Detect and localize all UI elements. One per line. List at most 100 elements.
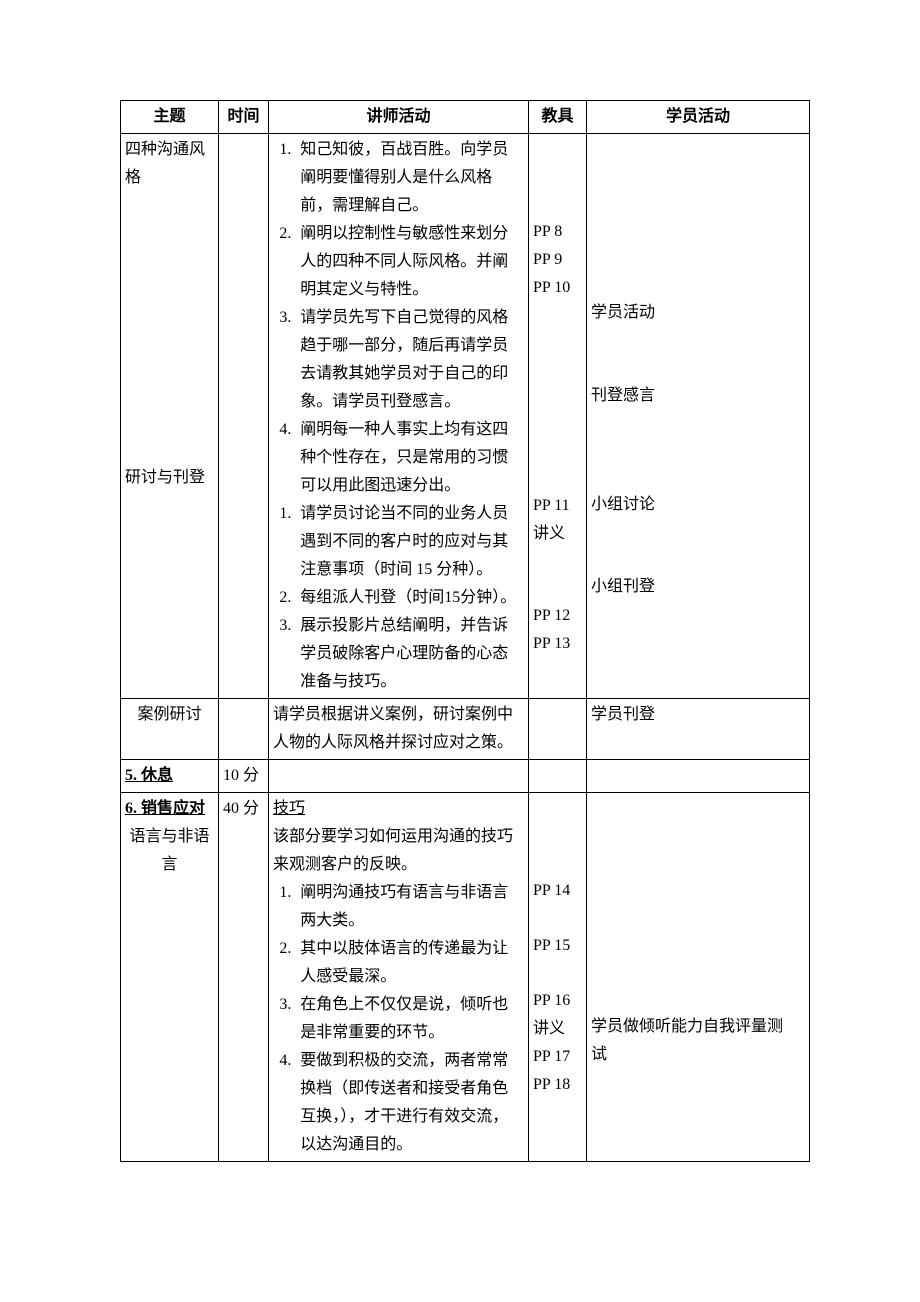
header-row: 主题 时间 讲师活动 教具 学员活动 — [121, 101, 810, 134]
table-row: 6. 销售应对语言与非语言40 分技巧该部分要学习如何运用沟通的技巧来观测客户的… — [121, 793, 810, 1162]
topic-label: 语言与非语 — [125, 823, 214, 851]
topic-label: 研讨与刊登 — [125, 464, 214, 492]
topic-label: 言 — [125, 851, 214, 879]
table-row: 四种沟通风格研讨与刊登知己知彼，百战百胜。向学员阐明要懂得别人是什么风格前，需理… — [121, 134, 810, 699]
tools-text: PP 17 — [533, 1043, 582, 1071]
student-text: 试 — [591, 1041, 805, 1069]
spacer — [533, 136, 582, 163]
cell-time: 10 分 — [219, 760, 269, 793]
student-text: 小组刊登 — [591, 573, 805, 601]
tools-text: PP 8 — [533, 218, 582, 246]
instructor-item: 每组派人刊登（时间15分钟）。 — [295, 584, 524, 612]
instructor-list: 请学员讨论当不同的业务人员遇到不同的客户时的应对与其注意事项（时间 15 分种）… — [273, 500, 524, 696]
spacer — [125, 246, 214, 273]
spacer — [533, 410, 582, 437]
header-time: 时间 — [219, 101, 269, 134]
cell-tools — [529, 699, 587, 760]
spacer — [591, 218, 805, 245]
tools-text: 讲义 — [533, 1015, 582, 1043]
spacer — [591, 904, 805, 931]
cell-topic: 案例研讨 — [121, 699, 219, 760]
student-text: 学员活动 — [591, 299, 805, 327]
spacer — [591, 272, 805, 299]
cell-tools: PP 8PP 9PP 10 PP 11讲义 PP 12PP 13 — [529, 134, 587, 699]
cell-tools: PP 14PP 15PP 16讲义PP 17PP 18 — [529, 793, 587, 1162]
spacer — [591, 190, 805, 217]
spacer — [591, 931, 805, 958]
spacer — [533, 356, 582, 383]
tools-text: PP 11 — [533, 492, 582, 520]
instructor-list: 知己知彼，百战百胜。向学员阐明要懂得别人是什么风格前，需理解自己。阐明以控制性与… — [273, 136, 524, 500]
cell-topic: 6. 销售应对语言与非语言 — [121, 793, 219, 1162]
instructor-text: 请学员根据讲义案例，研讨案例中人物的人际风格并探讨应对之策。 — [273, 701, 524, 757]
instructor-intro: 该部分要学习如何运用沟通的技巧来观测客户的反映。 — [273, 823, 524, 879]
spacer — [591, 163, 805, 190]
tools-text: 讲义 — [533, 520, 582, 548]
spacer — [125, 382, 214, 409]
instructor-heading: 技巧 — [273, 795, 524, 823]
spacer — [125, 328, 214, 355]
instructor-item: 请学员讨论当不同的业务人员遇到不同的客户时的应对与其注意事项（时间 15 分种）… — [295, 500, 524, 584]
spacer — [125, 219, 214, 246]
spacer — [533, 548, 582, 575]
spacer — [591, 437, 805, 464]
cell-time — [219, 134, 269, 699]
document-page: 主题 时间 讲师活动 教具 学员活动 四种沟通风格研讨与刊登知己知彼，百战百胜。… — [0, 0, 920, 1222]
spacer — [125, 410, 214, 437]
tools-text: PP 10 — [533, 274, 582, 302]
cell-student: 学员刊登 — [587, 699, 810, 760]
cell-topic: 四种沟通风格研讨与刊登 — [121, 134, 219, 699]
spacer — [533, 383, 582, 410]
topic-label: 6. 销售应对 — [125, 795, 214, 823]
spacer — [591, 136, 805, 163]
cell-topic: 5. 休息 — [121, 760, 219, 793]
spacer — [533, 163, 582, 190]
table-row: 案例研讨 请学员根据讲义案例，研讨案例中人物的人际风格并探讨应对之策。 学员刊登 — [121, 699, 810, 760]
student-text: 学员做倾听能力自我评量测 — [591, 1013, 805, 1041]
spacer — [533, 905, 582, 932]
cell-student: 学员活动刊登感言小组讨论小组刊登 — [587, 134, 810, 699]
topic-label: 格 — [125, 164, 214, 192]
instructor-item: 阐明每一种人事实上均有这四种个性存在，只是常用的习惯可以用此图迅速分出。 — [295, 416, 524, 500]
time-text: 10 分 — [223, 762, 264, 790]
time-text: 40 分 — [223, 795, 264, 823]
topic-label: 四种沟通风 — [125, 136, 214, 164]
header-topic: 主题 — [121, 101, 219, 134]
topic-label: 5. 休息 — [125, 762, 214, 790]
instructor-item: 要做到积极的交流，两者常常换档（即传送者和接受者角色互换，），才干进行有效交流，… — [295, 1047, 524, 1159]
instructor-item: 知己知彼，百战百胜。向学员阐明要懂得别人是什么风格前，需理解自己。 — [295, 136, 524, 220]
instructor-item: 阐明以控制性与敏感性来划分人的四种不同人际风格。并阐明其定义与特性。 — [295, 220, 524, 304]
topic-label: 案例研讨 — [125, 701, 214, 729]
instructor-item: 展示投影片总结阐明，并告诉学员破除客户心理防备的心态准备与技巧。 — [295, 612, 524, 696]
cell-instructor: 技巧该部分要学习如何运用沟通的技巧来观测客户的反映。阐明沟通技巧有语言与非语言两… — [269, 793, 529, 1162]
spacer — [591, 245, 805, 272]
tools-text: PP 13 — [533, 630, 582, 658]
spacer — [591, 877, 805, 904]
spacer — [591, 849, 805, 876]
instructor-item: 请学员先写下自己觉得的风格趋于哪一部分，随后再请学员去请教其她学员对于自己的印象… — [295, 304, 524, 416]
spacer — [591, 327, 805, 354]
header-student: 学员活动 — [587, 101, 810, 134]
spacer — [125, 437, 214, 464]
tools-text: PP 12 — [533, 602, 582, 630]
spacer — [125, 274, 214, 301]
header-instructor: 讲师活动 — [269, 101, 529, 134]
cell-time: 40 分 — [219, 793, 269, 1162]
spacer — [591, 354, 805, 381]
cell-student — [587, 760, 810, 793]
spacer — [533, 329, 582, 356]
table-body: 四种沟通风格研讨与刊登知己知彼，百战百胜。向学员阐明要懂得别人是什么风格前，需理… — [121, 134, 810, 1162]
cell-instructor: 知己知彼，百战百胜。向学员阐明要懂得别人是什么风格前，需理解自己。阐明以控制性与… — [269, 134, 529, 699]
spacer — [533, 575, 582, 602]
tools-text: PP 9 — [533, 246, 582, 274]
spacer — [125, 355, 214, 382]
spacer — [533, 438, 582, 465]
spacer — [591, 519, 805, 546]
spacer — [533, 849, 582, 876]
spacer — [125, 301, 214, 328]
tools-text: PP 14 — [533, 877, 582, 905]
table-row: 5. 休息 10 分 — [121, 760, 810, 793]
cell-time — [219, 699, 269, 760]
student-text: 刊登感言 — [591, 382, 805, 410]
spacer — [533, 302, 582, 329]
